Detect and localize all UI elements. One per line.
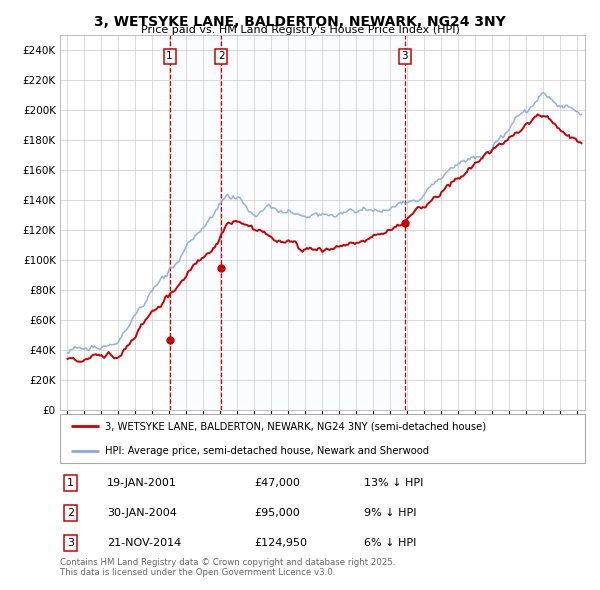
Text: 3: 3 [67, 537, 74, 548]
Text: £95,000: £95,000 [254, 508, 300, 518]
Text: £124,950: £124,950 [254, 537, 307, 548]
Text: 1: 1 [67, 478, 74, 488]
Text: Contains HM Land Registry data © Crown copyright and database right 2025.
This d: Contains HM Land Registry data © Crown c… [60, 558, 395, 577]
Text: HPI: Average price, semi-detached house, Newark and Sherwood: HPI: Average price, semi-detached house,… [104, 446, 429, 456]
Text: 3, WETSYKE LANE, BALDERTON, NEWARK, NG24 3NY (semi-detached house): 3, WETSYKE LANE, BALDERTON, NEWARK, NG24… [104, 421, 486, 431]
Text: 2: 2 [218, 51, 224, 61]
Text: Price paid vs. HM Land Registry's House Price Index (HPI): Price paid vs. HM Land Registry's House … [140, 25, 460, 35]
Text: 6% ↓ HPI: 6% ↓ HPI [365, 537, 417, 548]
Text: 19-JAN-2001: 19-JAN-2001 [107, 478, 177, 488]
FancyBboxPatch shape [60, 414, 585, 463]
Text: 30-JAN-2004: 30-JAN-2004 [107, 508, 177, 518]
Text: 2: 2 [67, 508, 74, 518]
Text: 13% ↓ HPI: 13% ↓ HPI [365, 478, 424, 488]
Text: 21-NOV-2014: 21-NOV-2014 [107, 537, 182, 548]
Text: 9% ↓ HPI: 9% ↓ HPI [365, 508, 417, 518]
Text: £47,000: £47,000 [254, 478, 300, 488]
Bar [170, 35, 405, 410]
Text: 3, WETSYKE LANE, BALDERTON, NEWARK, NG24 3NY: 3, WETSYKE LANE, BALDERTON, NEWARK, NG24… [94, 15, 506, 29]
Text: 3: 3 [401, 51, 408, 61]
Text: 1: 1 [166, 51, 173, 61]
